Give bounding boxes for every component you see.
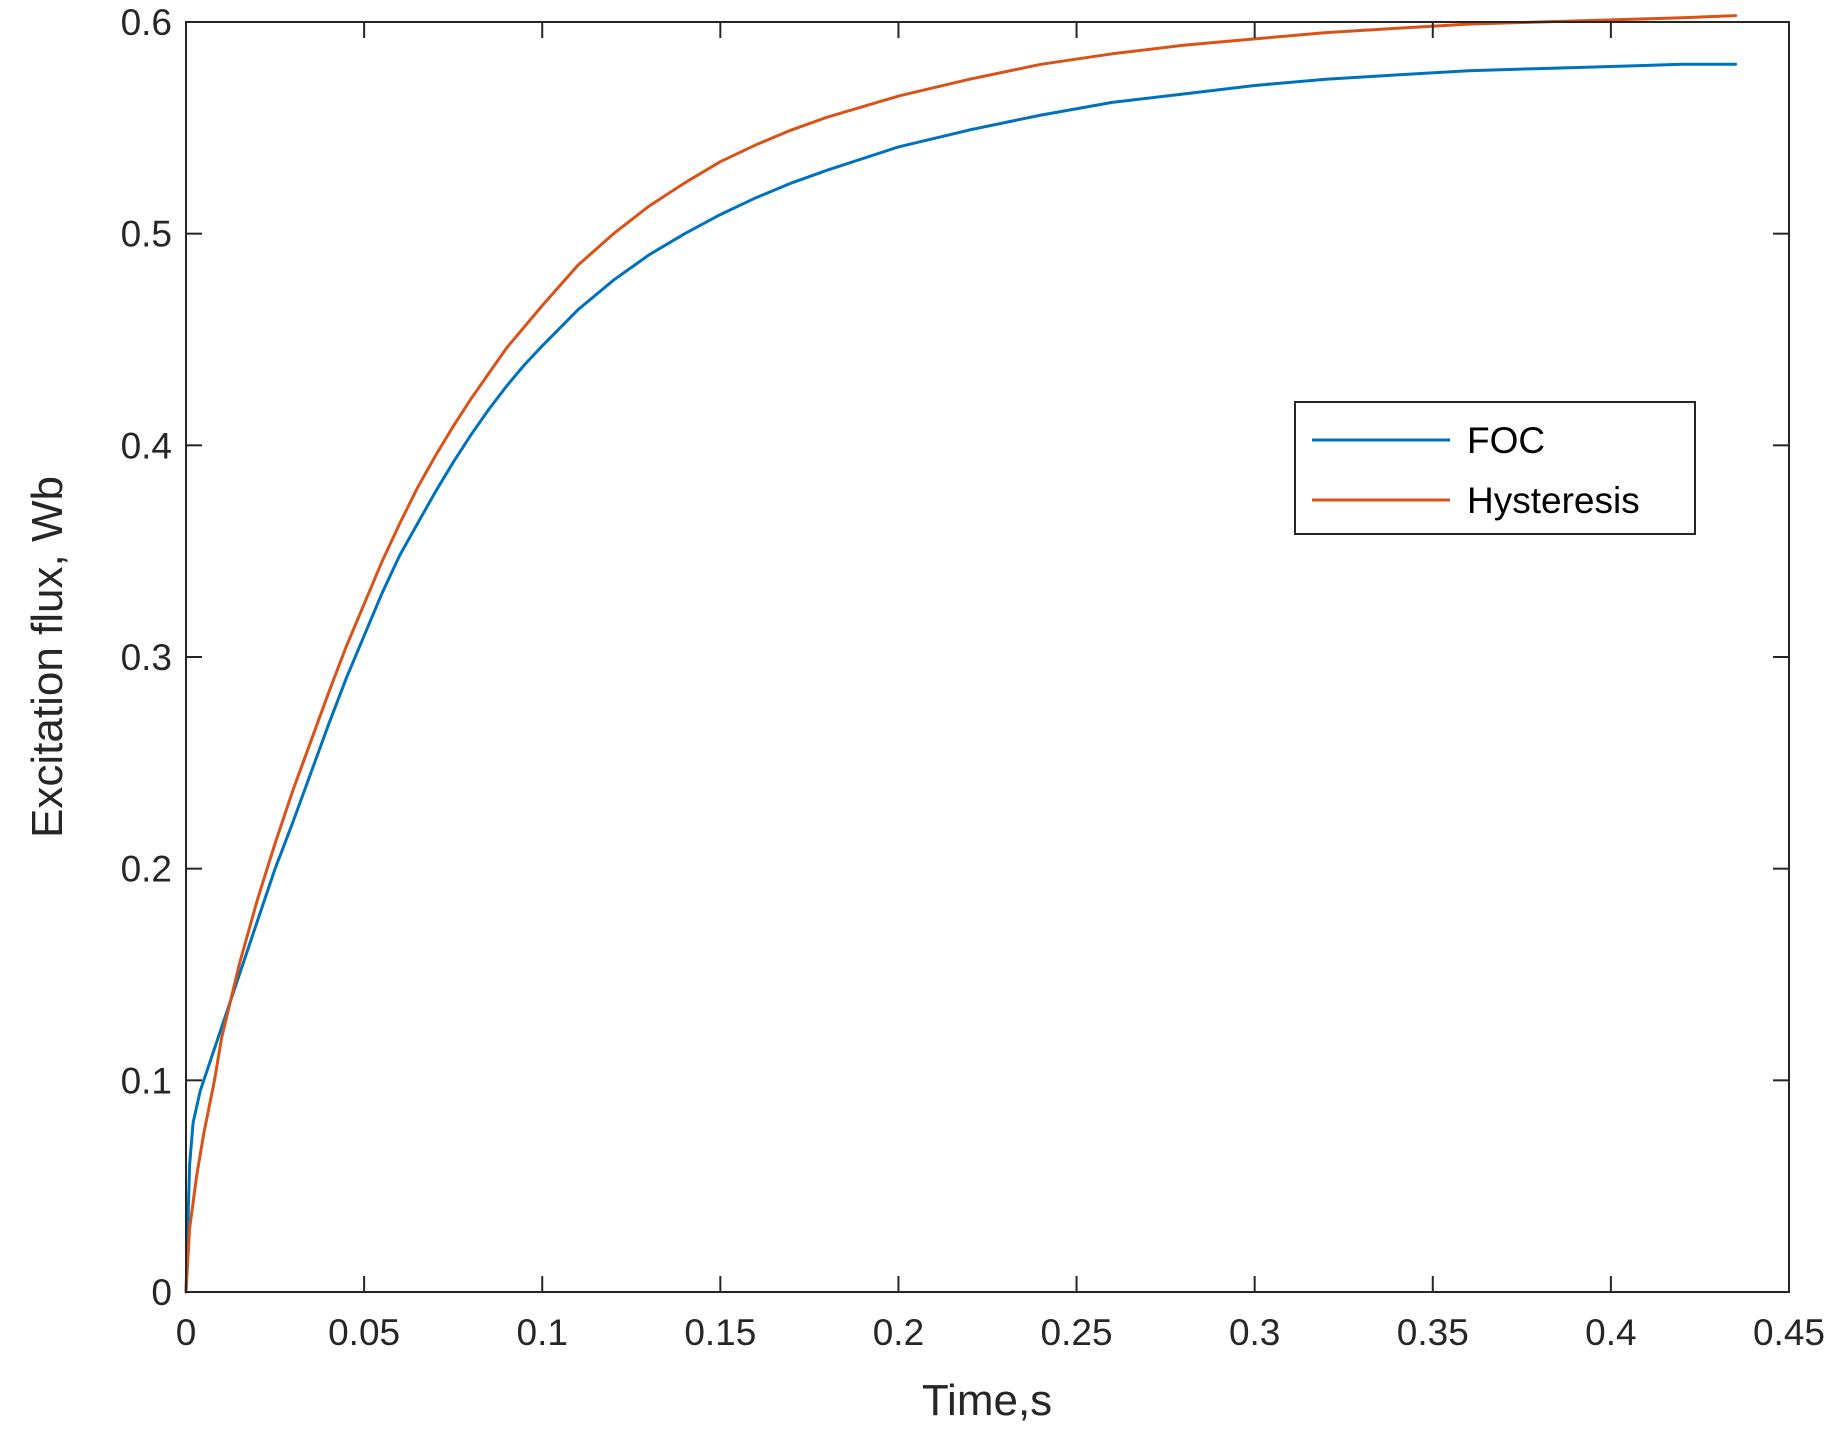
x-axis-title: Time,s (922, 1376, 1052, 1425)
y-axis-title: Excitation flux, Wb (23, 476, 72, 838)
y-tick-label: 0.5 (121, 214, 172, 255)
legend-label-hysteresis: Hysteresis (1467, 480, 1640, 521)
x-tick-label: 0.35 (1397, 1312, 1469, 1353)
x-tick-label: 0.15 (684, 1312, 756, 1353)
y-tick-label: 0.3 (121, 637, 172, 678)
y-tick-label: 0 (151, 1272, 172, 1313)
x-tick-label: 0.05 (328, 1312, 400, 1353)
x-tick-label: 0.1 (517, 1312, 568, 1353)
x-tick-label: 0.4 (1585, 1312, 1636, 1353)
x-tick-label: 0 (176, 1312, 197, 1353)
y-tick-label: 0.6 (121, 2, 172, 43)
legend-label-foc: FOC (1467, 420, 1545, 461)
x-tick-label: 0.2 (873, 1312, 924, 1353)
ticks-layer: 0 0.05 0.1 0.15 0.2 0.25 0.3 0.35 0.4 0.45 0 0.1 0.2… (121, 2, 1825, 1353)
x-tick-label: 0.25 (1041, 1312, 1113, 1353)
x-tick-label: 0.3 (1229, 1312, 1280, 1353)
series-line-hysteresis (184, 14, 1738, 1294)
y-tick-label: 0.1 (121, 1060, 172, 1101)
y-tick-label: 0.4 (121, 425, 172, 466)
y-tick-label: 0.2 (121, 849, 172, 890)
legend: FOC Hysteresis (1294, 401, 1696, 535)
x-tick-label: 0.45 (1753, 1312, 1825, 1353)
legend-box (1294, 401, 1696, 535)
series-line-foc (184, 62, 1738, 1294)
series-layer (184, 14, 1738, 1294)
